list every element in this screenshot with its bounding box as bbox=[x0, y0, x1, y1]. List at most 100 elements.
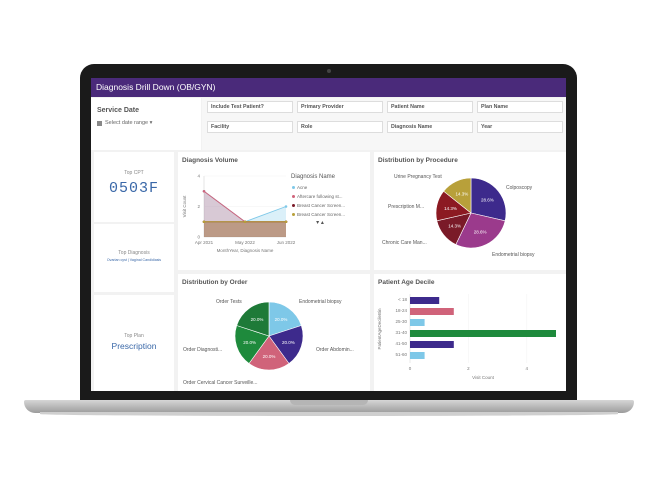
slice-value-label: 14.3% bbox=[444, 206, 457, 211]
legend-pager: ▾ ▴ bbox=[316, 220, 324, 226]
order-pie-chart: 20.0% 20.0% 20.0% 20.0% 20.0% bbox=[234, 301, 304, 371]
legend-swatch bbox=[292, 204, 295, 207]
procedure-label-chronic: Chronic Care Man... bbox=[382, 240, 427, 246]
order-distribution-card[interactable]: Distribution by Order 20.0% 20.0% 20.0% 20.… bbox=[178, 274, 370, 391]
y-tick-label: 25-30 bbox=[395, 319, 407, 324]
series-area bbox=[204, 221, 286, 237]
order-label-diagnostic: Order Diagnosti... bbox=[183, 347, 223, 353]
pie-slice bbox=[443, 177, 472, 214]
kpi-top-diagnosis-value: Ovarian cyst | Vaginal Candidiasis bbox=[106, 258, 162, 262]
x-tick-label: Jun 2022 bbox=[277, 240, 296, 245]
laptop-notch bbox=[290, 400, 368, 405]
slice-value-label: 20.0% bbox=[251, 317, 264, 322]
x-axis-label: Visit Count bbox=[472, 375, 494, 380]
y-axis-label: PatientAgeDecileBin bbox=[377, 308, 382, 350]
legend-swatch bbox=[292, 195, 295, 198]
filter-patient-name[interactable]: Patient Name bbox=[387, 101, 473, 113]
bar bbox=[410, 308, 454, 315]
bar bbox=[410, 319, 425, 326]
x-tick-label: Apr 2021 bbox=[195, 240, 214, 245]
pie-slice bbox=[236, 301, 270, 337]
date-range-label: Select date range ▾ bbox=[105, 120, 153, 126]
y-axis-label: Visit Count bbox=[182, 195, 187, 217]
slice-value-label: 20.0% bbox=[263, 354, 276, 359]
legend-swatch bbox=[292, 213, 295, 216]
order-label-endometrial: Endometrial biopsy bbox=[299, 299, 342, 305]
procedure-label-endometrial: Endometrial biopsy bbox=[492, 252, 535, 258]
filter-year[interactable]: Year bbox=[477, 121, 563, 133]
filters-panel: Include Test Patient? Primary Provider P… bbox=[202, 98, 566, 150]
kpi-top-plan-value: Prescription bbox=[111, 341, 157, 351]
service-date-title: Service Date bbox=[97, 107, 140, 114]
legend-swatch bbox=[292, 186, 295, 189]
data-point bbox=[243, 220, 247, 224]
pie-slice bbox=[248, 335, 290, 371]
slice-value-label: 20.0% bbox=[243, 340, 256, 345]
procedure-label-urine: Urine Pregnancy Test bbox=[394, 174, 442, 180]
slice-value-label: 14.3% bbox=[448, 224, 461, 229]
order-label-cervical: Order Cervical Cancer Surveille... bbox=[183, 380, 258, 386]
procedure-distribution-card[interactable]: Distribution by Procedure 28.6% 28.6% 14.3… bbox=[374, 152, 566, 270]
legend-label: Breast Cancer Screen... bbox=[297, 212, 346, 217]
service-date-panel: Service Date Select date range ▾ bbox=[91, 98, 201, 150]
legend-item[interactable]: Acne bbox=[292, 185, 307, 190]
data-point bbox=[284, 220, 288, 224]
diagnosis-volume-card[interactable]: Diagnosis Volume 0 2 4 Apr 2021 May 2022 Jun … bbox=[178, 152, 370, 270]
series-area bbox=[204, 221, 286, 237]
pie-slice bbox=[268, 325, 304, 364]
procedure-pie-chart: 28.6% 28.6% 14.3% 14.3% 14.3% bbox=[435, 177, 507, 249]
y-tick-label: 4 bbox=[197, 174, 200, 179]
age-decile-title: Patient Age Decile bbox=[378, 279, 435, 286]
dashboard-screen: Diagnosis Drill Down (OB/GYN) Service Da… bbox=[91, 78, 566, 391]
kpi-top-cpt-label: Top CPT bbox=[124, 170, 144, 176]
diagnosis-legend-title: Diagnosis Name bbox=[291, 174, 336, 180]
y-tick-label: 51-60 bbox=[395, 352, 407, 357]
kpi-top-diagnosis: Top Diagnosis Ovarian cyst | Vaginal Can… bbox=[94, 224, 174, 292]
procedure-label-prescription: Prescription M... bbox=[388, 204, 425, 210]
laptop-base bbox=[24, 400, 634, 413]
kpi-top-diagnosis-label: Top Diagnosis bbox=[118, 250, 150, 256]
pie-slice bbox=[268, 301, 302, 337]
filter-plan-name[interactable]: Plan Name bbox=[477, 101, 563, 113]
laptop-shadow bbox=[40, 412, 618, 416]
bar bbox=[410, 341, 454, 348]
filter-include-test-patient[interactable]: Include Test Patient? bbox=[207, 101, 293, 113]
x-axis-label: MonthYear, Diagnosis Name bbox=[217, 248, 274, 253]
diagnosis-volume-chart: 0 2 4 Apr 2021 May 2022 Jun 2022 Visit Count Mo… bbox=[182, 174, 324, 254]
y-tick-label: 0 bbox=[197, 235, 200, 240]
x-tick-label: 4 bbox=[526, 366, 529, 371]
date-range-picker[interactable]: Select date range ▾ bbox=[97, 120, 152, 126]
legend-label: Acne bbox=[297, 185, 308, 190]
slice-value-label: 14.3% bbox=[456, 192, 469, 197]
kpi-top-cpt-value: 0503F bbox=[108, 180, 159, 197]
filter-role[interactable]: Role bbox=[297, 121, 383, 133]
procedure-label-colposcopy: Colposcopy bbox=[506, 185, 533, 191]
bar bbox=[410, 297, 440, 304]
camera-icon bbox=[327, 69, 331, 73]
slice-value-label: 20.0% bbox=[275, 317, 288, 322]
data-point bbox=[202, 189, 206, 193]
data-point bbox=[284, 205, 288, 208]
age-decile-card[interactable]: Patient Age Decile 0 2 4 < 18 18-24 25-30 31-4… bbox=[374, 274, 566, 391]
slice-value-label: 28.6% bbox=[481, 197, 494, 202]
x-tick-label: 0 bbox=[409, 366, 412, 371]
x-tick-label: 2 bbox=[467, 366, 470, 371]
procedure-distribution-title: Distribution by Procedure bbox=[378, 157, 458, 164]
legend-item[interactable]: Breast Cancer Screen... bbox=[292, 212, 345, 217]
legend-label: Aftercare following st... bbox=[297, 194, 343, 199]
filter-diagnosis-name[interactable]: Diagnosis Name bbox=[387, 121, 473, 133]
kpi-top-cpt: Top CPT 0503F bbox=[94, 152, 174, 222]
x-tick-label: May 2022 bbox=[235, 240, 255, 245]
order-label-tests: Order Tests bbox=[216, 299, 242, 305]
pie-slice bbox=[234, 325, 270, 364]
filter-primary-provider[interactable]: Primary Provider bbox=[297, 101, 383, 113]
filter-facility[interactable]: Facility bbox=[207, 121, 293, 133]
diagnosis-volume-title: Diagnosis Volume bbox=[182, 157, 238, 164]
y-tick-label: 18-24 bbox=[395, 308, 407, 313]
y-tick-label: 41-50 bbox=[395, 341, 407, 346]
order-label-abdominal: Order Abdomin... bbox=[316, 347, 354, 353]
legend-item[interactable]: Breast Cancer Screen... bbox=[292, 203, 345, 208]
legend-item[interactable]: Aftercare following st... bbox=[292, 194, 343, 199]
series-area bbox=[204, 191, 286, 237]
bar bbox=[410, 352, 425, 359]
